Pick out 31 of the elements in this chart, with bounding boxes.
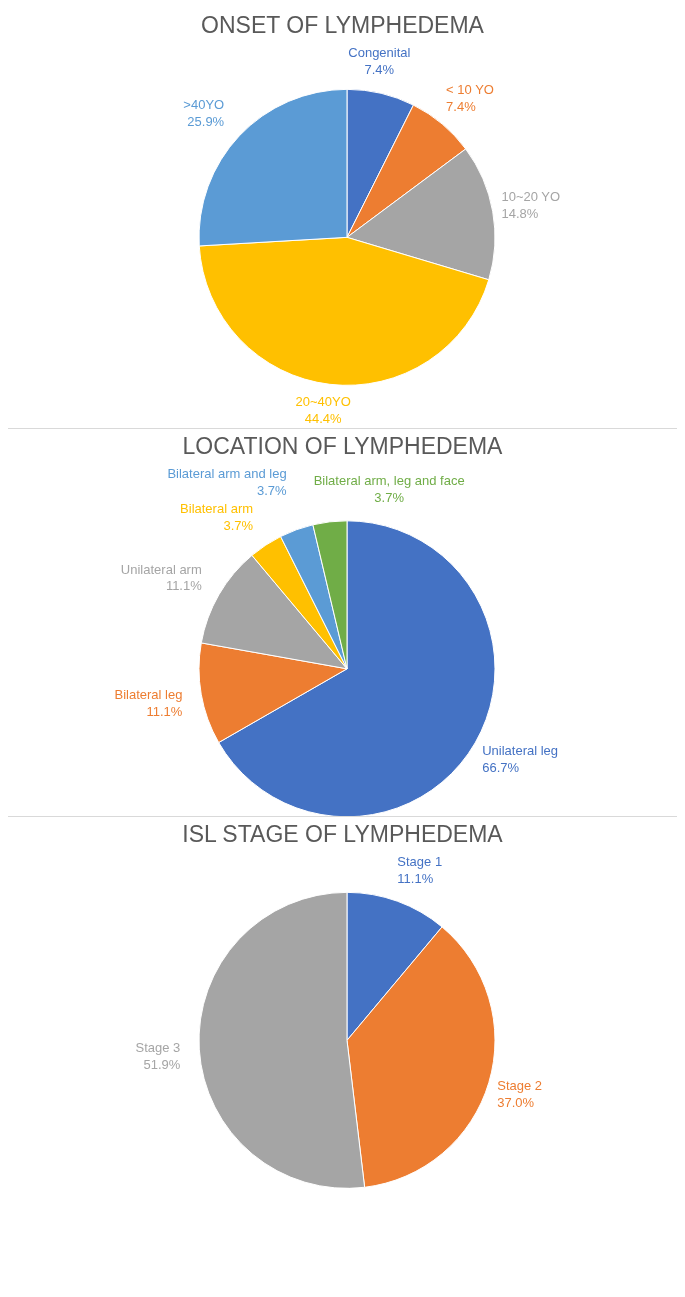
slice-label: Stage 2 (497, 1078, 543, 1094)
chart-title: ISL STAGE OF LYMPHEDEMA (181, 821, 504, 850)
slice-label: Congenital (348, 45, 411, 60)
data-label: 11.1% (146, 704, 183, 720)
data-label: 3.7% (374, 490, 405, 506)
chart-title: ONSET OF LYMPHEDEMA (200, 12, 485, 40)
slice-label: 10~20 YO (501, 189, 561, 205)
data-label: 14.8% (501, 205, 539, 221)
slice-label: Bilateral arm and leg (167, 466, 287, 482)
data-label: 25.9% (187, 113, 225, 129)
data-label: 44.4% (304, 411, 343, 427)
slice-label: 20~40YO (295, 394, 351, 410)
slice-label: Unilateral arm (120, 561, 202, 577)
slice-label: Bilateral arm, leg and face (313, 473, 465, 489)
data-label: 37.0% (497, 1094, 535, 1110)
data-label: 7.4% (364, 61, 395, 77)
data-label: 11.1% (165, 578, 203, 594)
data-label: 11.1% (397, 871, 434, 887)
data-label: 51.9% (143, 1057, 181, 1072)
slice-label: >40YO (183, 96, 225, 112)
slice-label: Bilateral arm (180, 501, 254, 517)
data-label: 66.7% (482, 760, 520, 776)
slice-label: Bilateral leg (114, 687, 183, 703)
slice-label: Stage 1 (397, 854, 443, 870)
data-label: 7.4% (446, 99, 477, 115)
data-label: 3.7% (223, 518, 254, 534)
data-label: 3.7% (257, 483, 288, 499)
slice-label: < 10 YO (446, 82, 494, 98)
slice-label: Stage 3 (135, 1040, 181, 1056)
chart-title: LOCATION OF LYMPHEDEMA (181, 433, 504, 462)
slice-label: Unilateral leg (482, 743, 559, 759)
